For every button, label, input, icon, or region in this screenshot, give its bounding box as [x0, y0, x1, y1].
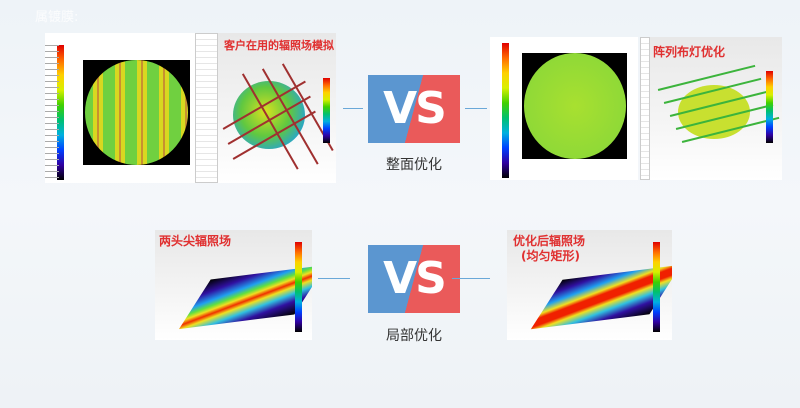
colorbar	[502, 43, 509, 178]
colorbar	[766, 71, 773, 143]
irradiance-plane	[530, 264, 672, 330]
header-text: 属镀膜:	[35, 10, 79, 25]
caption-full-surface: 整面优化	[386, 157, 442, 173]
connector-line	[452, 278, 490, 279]
irradiance-heatmap-before	[45, 33, 195, 183]
object-list[interactable]	[640, 37, 650, 180]
caption-local: 局部优化	[386, 328, 442, 344]
simulation-two-tips: 两头尖辐照场	[155, 230, 312, 340]
connector-line	[343, 108, 363, 109]
irradiance-heatmap-after	[490, 37, 638, 180]
label-uniform-rect: (均匀矩形)	[521, 249, 580, 263]
vs-badge-top: VS	[368, 75, 460, 143]
colorbar	[323, 78, 330, 143]
label-array-layout: 阵列布灯优化	[653, 45, 726, 59]
label-optimized: 优化后辐照场	[513, 234, 586, 248]
simulation-optimized: 优化后辐照场 (均匀矩形)	[507, 230, 672, 340]
colorbar	[57, 45, 64, 180]
simulation-3d-after: 阵列布灯优化	[650, 37, 782, 180]
label-customer-simulation: 客户在用的辐照场模拟	[224, 39, 334, 52]
colorbar	[653, 242, 660, 332]
colorbar	[295, 242, 302, 332]
simulation-3d-before: 客户在用的辐照场模拟	[218, 33, 336, 183]
colorbar-ticks	[45, 45, 59, 180]
plot-area	[522, 53, 627, 159]
plot-area	[83, 60, 190, 165]
irradiance-disc	[85, 60, 188, 165]
connector-line	[318, 278, 350, 279]
irradiance-plane	[178, 264, 312, 330]
connector-line	[465, 108, 487, 109]
object-list[interactable]	[195, 33, 218, 183]
label-two-tips: 两头尖辐照场	[159, 234, 232, 248]
irradiance-disc	[524, 53, 626, 159]
vs-badge-bottom: VS	[368, 245, 460, 313]
